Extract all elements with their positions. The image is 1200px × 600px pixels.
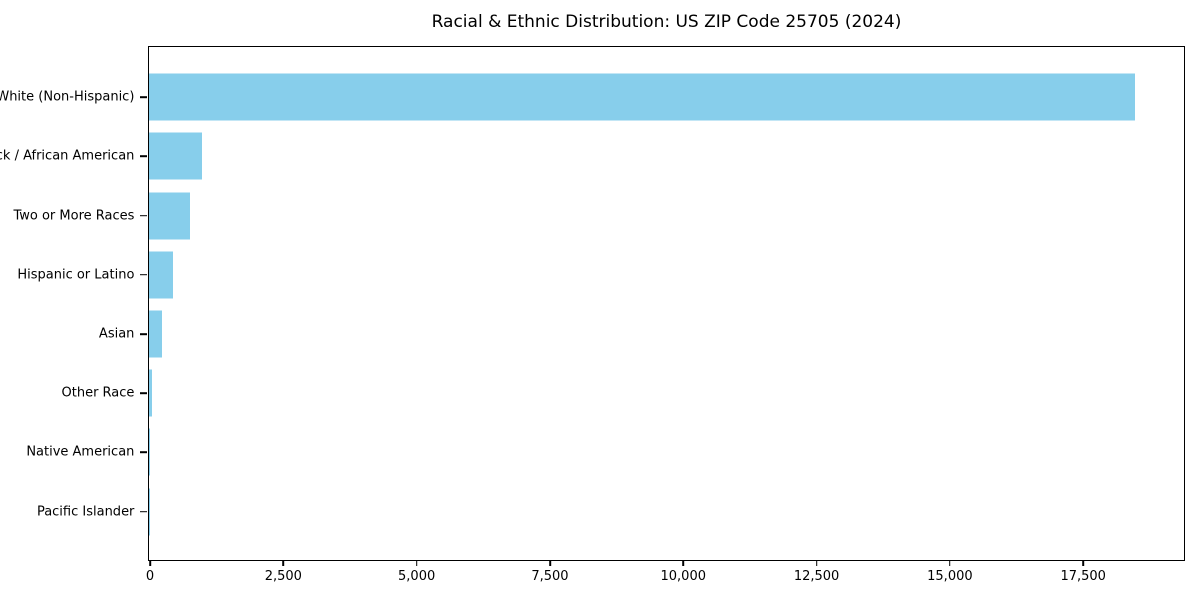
x-tick-mark bbox=[549, 561, 551, 566]
y-axis-label: Native American bbox=[26, 444, 135, 460]
y-tick-mark bbox=[140, 392, 148, 395]
x-tick-label: 17,500 bbox=[1060, 569, 1106, 584]
x-tick-mark bbox=[149, 561, 151, 566]
y-tick-mark bbox=[140, 155, 148, 158]
bar-row: Black / African American bbox=[0, 127, 1184, 186]
y-axis-label: Hispanic or Latino bbox=[17, 267, 135, 283]
bar-row: Hispanic or Latino bbox=[17, 245, 1184, 304]
y-axis-label: Two or More Races bbox=[13, 208, 135, 224]
y-tick-mark bbox=[140, 274, 148, 276]
bar bbox=[149, 428, 150, 476]
y-axis-label: Black / African American bbox=[0, 148, 135, 164]
bar-row: Native American bbox=[26, 423, 1184, 482]
bar bbox=[149, 132, 203, 180]
y-tick-mark bbox=[140, 451, 148, 454]
x-tick-mark bbox=[949, 561, 951, 566]
bar bbox=[149, 251, 174, 299]
bar bbox=[149, 192, 191, 240]
x-tick-mark bbox=[682, 561, 685, 566]
x-tick-mark bbox=[415, 561, 418, 566]
bar-row: Two or More Races bbox=[13, 186, 1184, 245]
chart-title: Racial & Ethnic Distribution: US ZIP Cod… bbox=[431, 12, 902, 32]
bar-row: Other Race bbox=[62, 364, 1184, 423]
x-tick-label: 0 bbox=[145, 569, 155, 584]
x-tick-mark bbox=[1082, 561, 1084, 566]
x-tick-label: 15,000 bbox=[927, 569, 973, 584]
y-tick-mark bbox=[140, 510, 148, 513]
x-tick-mark bbox=[815, 561, 818, 566]
bar bbox=[149, 369, 152, 417]
y-axis-label: Other Race bbox=[61, 385, 135, 401]
y-axis-label: Pacific Islander bbox=[36, 504, 135, 520]
x-tick-mark bbox=[282, 561, 285, 566]
bar-row: Pacific Islander bbox=[37, 482, 1184, 541]
y-tick-mark bbox=[140, 96, 148, 99]
x-tick-label: 10,000 bbox=[660, 569, 707, 584]
y-tick-mark bbox=[140, 333, 148, 335]
bar-row: White (Non-Hispanic) bbox=[0, 68, 1184, 127]
x-tick-label: 7,500 bbox=[531, 569, 569, 584]
x-tick-label: 2,500 bbox=[264, 569, 302, 584]
x-axis: 0 2,500 5,000 7,500 10,000 12,500 15,000 17,500 bbox=[146, 561, 1184, 591]
bar bbox=[149, 73, 1135, 121]
bars-container: White (Non-Hispanic) Black / African Amer… bbox=[0, 47, 1184, 560]
bar-row: Asian bbox=[99, 304, 1184, 363]
y-axis-label: Asian bbox=[98, 326, 135, 342]
y-axis-label: White (Non-Hispanic) bbox=[0, 89, 135, 105]
x-tick-label: 5,000 bbox=[398, 569, 436, 584]
x-tick-label: 12,500 bbox=[793, 569, 840, 584]
plot-area: White (Non-Hispanic) Black / African Amer… bbox=[0, 46, 1185, 561]
bar bbox=[149, 310, 163, 358]
y-tick-mark bbox=[140, 214, 148, 217]
